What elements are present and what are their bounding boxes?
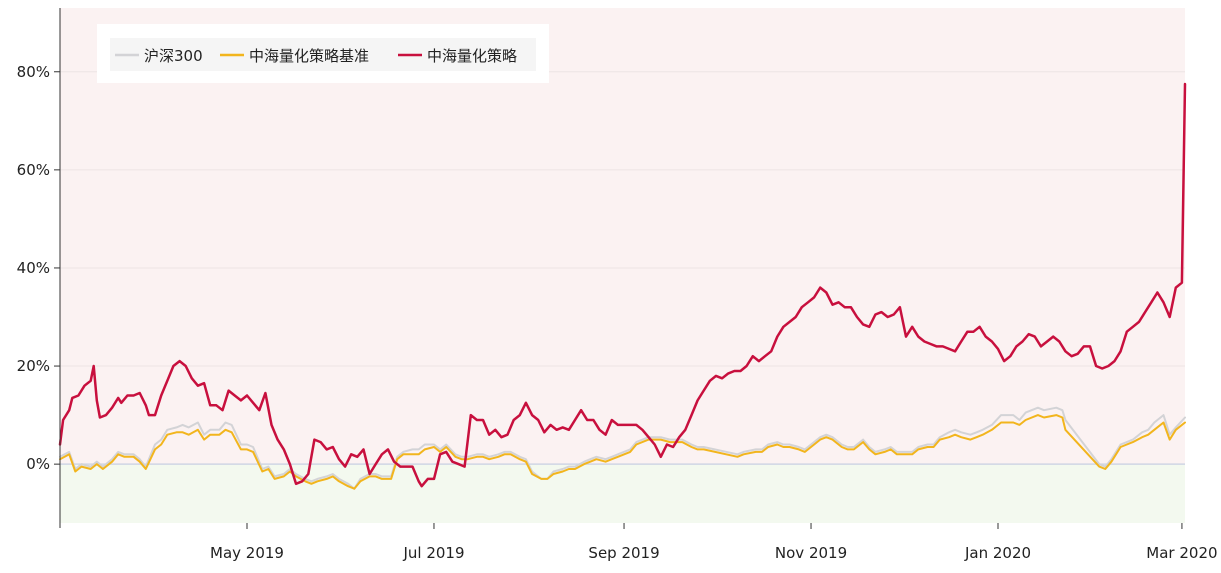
x-tick-label: Jan 2020 xyxy=(964,544,1031,562)
series-lines xyxy=(58,82,1187,490)
y-tick-label: 20% xyxy=(17,357,50,375)
legend-label-1: 沪深300 xyxy=(144,47,203,65)
legend-label-2: 中海量化策略基准 xyxy=(249,47,369,65)
series-line-2 xyxy=(59,414,1186,490)
positive-region xyxy=(60,8,1185,465)
y-tick-label: 80% xyxy=(17,63,50,81)
x-tick-label: Jul 2019 xyxy=(402,544,464,562)
legend-inner xyxy=(110,38,536,71)
plot-background xyxy=(60,8,1185,523)
x-tick-label: May 2019 xyxy=(210,544,284,562)
axes: 0% 20% 40% 60% 80% May 2019 Jul 2019 Sep 2019 No… xyxy=(17,8,1218,562)
series-line-1 xyxy=(59,406,1186,490)
x-tick-label: Mar 2020 xyxy=(1146,544,1217,562)
series-line-3 xyxy=(58,82,1187,488)
gridlines xyxy=(60,71,1185,465)
x-tick-label: Nov 2019 xyxy=(775,544,847,562)
y-tick-label: 60% xyxy=(17,161,50,179)
negative-region xyxy=(60,464,1185,523)
legend-label-3: 中海量化策略 xyxy=(427,47,517,65)
y-tick-label: 40% xyxy=(17,259,50,277)
legend: 沪深300 中海量化策略基准 中海量化策略 xyxy=(97,24,549,83)
x-tick-label: Sep 2019 xyxy=(588,544,659,562)
y-tick-label: 0% xyxy=(26,455,50,473)
